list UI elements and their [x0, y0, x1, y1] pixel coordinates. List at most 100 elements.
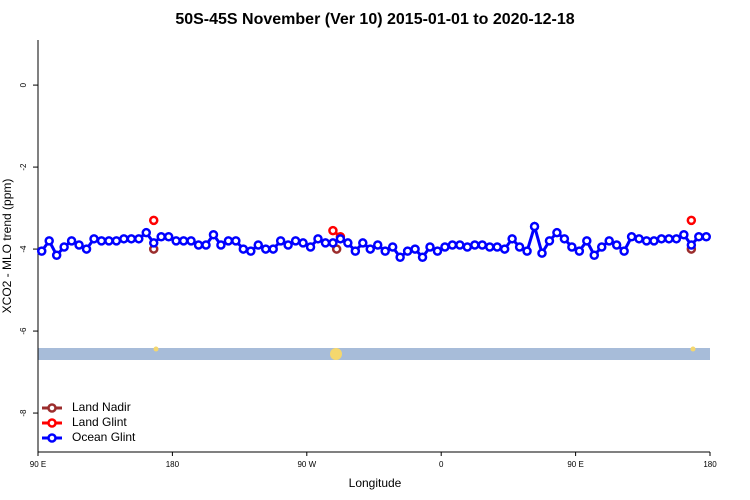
- point: [290, 236, 301, 246]
- y-tick-label: -8: [19, 409, 28, 417]
- point: [552, 227, 562, 238]
- point: [178, 236, 189, 246]
- point: [537, 248, 547, 258]
- point: [134, 234, 144, 244]
- point: [365, 244, 376, 254]
- point: [686, 215, 697, 226]
- point: [522, 246, 532, 256]
- point: [223, 236, 234, 246]
- point: [66, 236, 77, 246]
- coverage-dot: [330, 348, 342, 360]
- point: [320, 238, 331, 248]
- point: [686, 240, 697, 250]
- point: [507, 234, 517, 244]
- point: [529, 221, 540, 232]
- point: [328, 238, 338, 248]
- point: [81, 244, 92, 254]
- point: [395, 252, 405, 263]
- point: [425, 242, 435, 252]
- legend-label: Ocean Glint: [72, 430, 136, 444]
- point: [148, 238, 159, 248]
- point: [417, 252, 428, 263]
- point: [268, 244, 278, 254]
- point: [649, 236, 659, 246]
- point: [387, 242, 398, 252]
- point: [671, 234, 682, 244]
- y-tick-label: 0: [19, 82, 28, 87]
- x-tick-label: 180: [166, 460, 180, 469]
- point: [664, 234, 674, 244]
- point: [470, 240, 480, 250]
- point: [641, 236, 652, 246]
- point: [619, 246, 629, 256]
- point: [358, 238, 368, 248]
- point: [626, 232, 637, 242]
- point: [604, 236, 614, 246]
- point: [343, 238, 353, 248]
- point: [589, 250, 600, 260]
- legend-marker: [47, 433, 57, 443]
- point: [305, 242, 316, 252]
- point: [477, 240, 488, 250]
- point: [679, 229, 689, 240]
- x-tick-label: 90 E: [567, 460, 583, 469]
- point: [402, 246, 413, 256]
- point: [372, 240, 383, 250]
- point: [111, 236, 122, 246]
- x-tick-label: 90 E: [30, 460, 46, 469]
- point: [574, 246, 585, 256]
- point: [313, 234, 323, 244]
- coverage-dot: [153, 346, 159, 352]
- point: [126, 234, 137, 244]
- point: [440, 242, 450, 252]
- point: [51, 250, 62, 260]
- point: [544, 236, 555, 246]
- y-tick-label: -2: [19, 163, 28, 171]
- y-axis-label: XCO2 - MLO trend (ppm): [0, 179, 14, 314]
- point: [492, 242, 502, 252]
- point: [156, 232, 166, 242]
- point: [582, 236, 592, 246]
- point: [432, 246, 443, 256]
- point: [350, 246, 361, 256]
- point: [216, 240, 226, 250]
- point: [447, 240, 458, 250]
- point: [74, 240, 84, 250]
- point: [559, 234, 570, 244]
- y-tick-label: -6: [19, 327, 28, 335]
- point: [193, 240, 204, 250]
- x-axis-label: Longitude: [349, 476, 402, 490]
- point: [567, 242, 577, 252]
- coverage-dot: [690, 346, 696, 352]
- point: [335, 234, 346, 244]
- point: [186, 236, 196, 246]
- point: [89, 234, 99, 244]
- point: [201, 240, 211, 250]
- point: [694, 232, 704, 242]
- point: [701, 232, 712, 242]
- x-tick-label: 0: [439, 460, 444, 469]
- point: [656, 234, 667, 244]
- point: [328, 225, 338, 236]
- point: [514, 242, 525, 252]
- point: [36, 246, 47, 256]
- point: [410, 244, 420, 254]
- point: [119, 234, 129, 244]
- point: [283, 240, 293, 250]
- point: [260, 244, 271, 254]
- point: [246, 246, 256, 256]
- coverage-band: [38, 348, 710, 360]
- point: [59, 242, 69, 252]
- legend-label: Land Nadir: [72, 400, 131, 414]
- point: [484, 242, 495, 252]
- point: [462, 242, 473, 252]
- point: [231, 236, 241, 246]
- point: [611, 240, 622, 250]
- point: [275, 236, 286, 246]
- point: [104, 236, 114, 246]
- point: [44, 236, 54, 246]
- legend-marker: [47, 403, 57, 413]
- x-tick-label: 180: [703, 460, 717, 469]
- point: [96, 236, 107, 246]
